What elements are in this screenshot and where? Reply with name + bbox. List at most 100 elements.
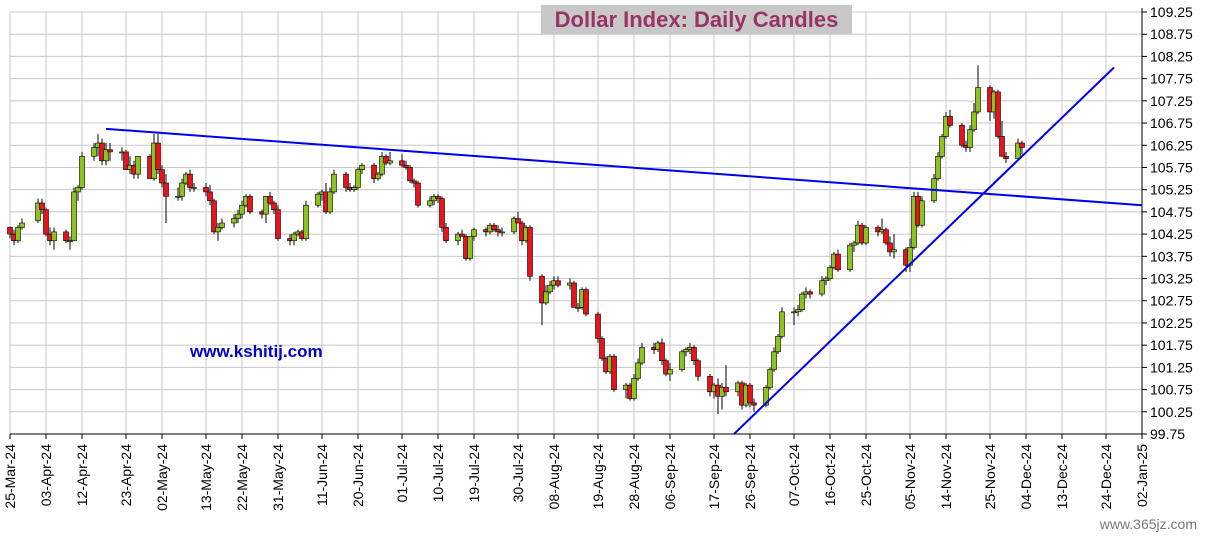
- candle-up: [631, 378, 637, 399]
- candle-down: [883, 229, 889, 244]
- candle-down: [835, 253, 841, 270]
- candle-up: [103, 149, 109, 162]
- x-tick-label: 01-Jul-24: [394, 444, 410, 503]
- candle-up: [935, 156, 941, 179]
- x-tick-label: 03-Apr-24: [38, 444, 54, 506]
- candle-down: [63, 231, 69, 242]
- candle-up: [379, 156, 385, 175]
- candle-up: [575, 307, 581, 309]
- x-tick-label: 23-Apr-24: [118, 444, 134, 506]
- candle-up: [847, 244, 853, 270]
- x-tick-label: 19-Aug-24: [590, 444, 606, 510]
- candle-down: [159, 169, 165, 184]
- x-tick-label: 22-May-24: [234, 444, 250, 511]
- y-tick-label: 102.25: [1150, 315, 1193, 331]
- candle-up: [971, 111, 977, 131]
- candle-down: [747, 384, 753, 404]
- candle-up: [771, 351, 777, 370]
- candle-down: [123, 151, 129, 170]
- candle-down: [247, 196, 253, 213]
- candle-down: [723, 387, 729, 393]
- x-tick-label: 31-May-24: [270, 444, 286, 511]
- candle-up: [467, 236, 473, 259]
- candle-down: [1003, 156, 1009, 159]
- y-tick-label: 104.75: [1150, 204, 1193, 220]
- candle-down: [947, 116, 953, 126]
- y-tick-label: 109.25: [1150, 4, 1193, 20]
- candle-down: [383, 156, 389, 164]
- x-tick-label: 11-Jun-24: [314, 444, 330, 506]
- candle-down: [599, 338, 605, 359]
- candle-up: [51, 231, 57, 242]
- candle-down: [411, 180, 417, 184]
- candle-down: [207, 191, 213, 202]
- candle-down: [403, 164, 409, 168]
- candle-down: [343, 173, 349, 188]
- candle-up: [79, 156, 85, 188]
- x-tick-label: 04-Dec-24: [1018, 444, 1034, 510]
- candle-down: [527, 227, 533, 277]
- candle-down: [571, 282, 577, 308]
- candle-up: [547, 284, 553, 293]
- candle-up: [543, 291, 549, 304]
- candle-up: [15, 227, 21, 242]
- candle-down: [155, 142, 161, 170]
- candle-down: [439, 198, 445, 228]
- candle-down: [807, 291, 813, 295]
- candle-down: [267, 196, 273, 204]
- candle-up: [683, 349, 689, 353]
- x-tick-label: 13-Dec-24: [1054, 444, 1070, 510]
- candle-down: [415, 182, 421, 206]
- candle-down: [187, 173, 193, 188]
- candle-up: [427, 200, 433, 206]
- candle-down: [583, 289, 589, 315]
- site-annotation: www.kshitij.com: [190, 342, 323, 361]
- candle-up: [827, 267, 833, 279]
- candle-down: [275, 209, 281, 239]
- y-tick-label: 103.75: [1150, 248, 1193, 264]
- candle-down: [959, 124, 965, 146]
- x-tick-label: 28-Aug-24: [626, 444, 642, 510]
- candle-up: [775, 335, 781, 353]
- candle-up: [327, 191, 333, 213]
- y-tick-label: 108.75: [1150, 26, 1193, 42]
- candle-up: [639, 347, 645, 364]
- candle-down: [611, 355, 617, 390]
- candle-up: [863, 227, 869, 244]
- x-tick-label: 12-Apr-24: [74, 444, 90, 506]
- candle-down: [515, 218, 521, 224]
- x-tick-label: 24-Dec-24: [1098, 444, 1114, 510]
- candle-down: [39, 202, 45, 210]
- candle-up: [239, 204, 245, 215]
- y-tick-label: 101.75: [1150, 337, 1193, 353]
- candle-up: [799, 293, 805, 310]
- x-tick-label: 25-Nov-24: [982, 444, 998, 510]
- candle-up: [891, 249, 897, 253]
- candle-up: [511, 218, 517, 233]
- candle-up: [795, 309, 801, 313]
- x-tick-label: 02-Jan-25: [1134, 444, 1150, 507]
- candle-down: [43, 209, 49, 235]
- candle-down: [999, 136, 1005, 157]
- y-tick-label: 103.25: [1150, 271, 1193, 287]
- x-tick-label: 30-Jul-24: [510, 444, 526, 503]
- candle-down: [659, 342, 665, 362]
- candle-down: [595, 313, 601, 339]
- candle-up: [231, 218, 237, 224]
- candle-up: [967, 129, 973, 148]
- candle-up: [35, 202, 41, 222]
- candle-up: [779, 311, 785, 337]
- candle-down: [107, 149, 113, 153]
- candle-up: [75, 187, 81, 193]
- y-tick-label: 107.25: [1150, 93, 1193, 109]
- candle-up: [851, 242, 857, 246]
- y-tick-label: 106.75: [1150, 115, 1193, 131]
- candle-up: [315, 193, 321, 206]
- candle-down: [271, 202, 277, 210]
- y-tick-label: 102.75: [1150, 293, 1193, 309]
- y-tick-label: 104.25: [1150, 226, 1193, 242]
- candle-up: [791, 311, 797, 314]
- x-tick-label: 16-Oct-24: [822, 444, 838, 506]
- y-tick-label: 100.25: [1150, 404, 1193, 420]
- candle-down: [443, 227, 449, 242]
